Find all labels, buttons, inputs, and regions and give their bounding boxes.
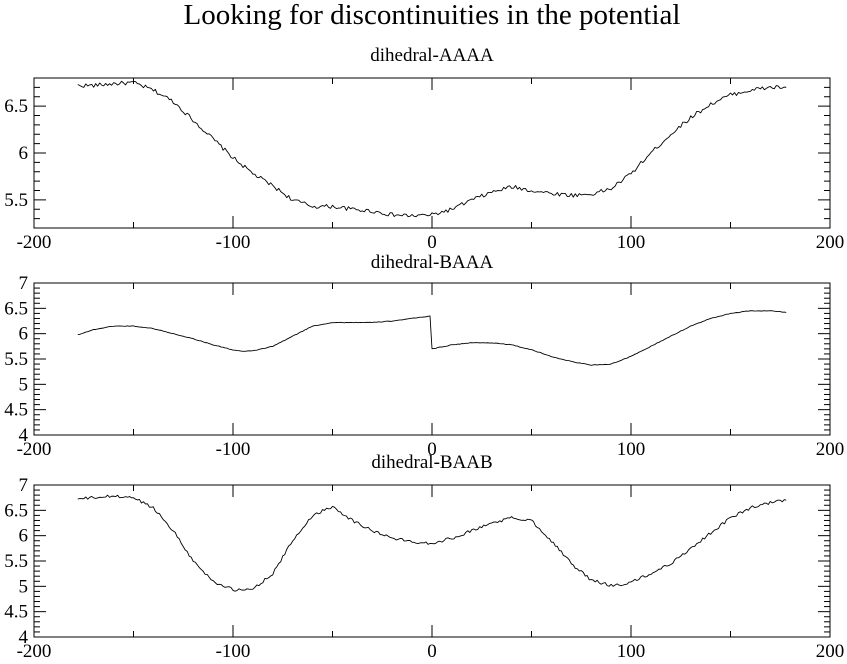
y-tick-label: 6 — [19, 324, 29, 345]
x-tick-label: -200 — [17, 439, 52, 460]
x-tick-label: -200 — [17, 232, 52, 253]
series-line — [77, 494, 787, 592]
x-tick-label: -200 — [17, 641, 52, 662]
y-tick-label: 6.5 — [4, 96, 28, 117]
x-tick-label: 100 — [617, 641, 646, 662]
x-tick-label: 0 — [427, 641, 437, 662]
chart-panel-3: dihedral-BAAB -200 -100 0 100 200 4 4.5 5 5.5 6 6.5… — [4, 452, 844, 662]
x-tick-label: -100 — [216, 232, 251, 253]
x-tick-label: 200 — [816, 439, 845, 460]
y-tick-label: 5 — [19, 576, 29, 597]
page-title: Looking for discontinuities in the poten… — [184, 0, 681, 31]
y-tick-label: 6.5 — [4, 298, 28, 319]
y-tick-label: 4.5 — [4, 602, 28, 623]
chart-title: dihedral-BAAB — [371, 452, 492, 473]
panels: dihedral-AAAA-200 -100 0 100 2005.566.5dihed… — [4, 45, 844, 662]
chart-title: dihedral-AAAA — [370, 45, 494, 66]
y-tick-label: 4 — [19, 425, 29, 446]
y-tick-label: 5.5 — [4, 551, 28, 572]
x-tick-label: 200 — [816, 641, 845, 662]
y-tick-label: 4 — [19, 627, 29, 648]
x-tick-label: 100 — [617, 232, 646, 253]
x-tick-label: -100 — [216, 641, 251, 662]
y-tick-label: 5 — [19, 374, 29, 395]
x-tick-label: 200 — [816, 232, 845, 253]
chart-panel-2: dihedral-BAAA -200 -100 0 100 200 4 4.5 5 5.5 6 6.5… — [4, 252, 844, 460]
y-tick-label: 7 — [19, 273, 29, 294]
y-tick-label: 6 — [19, 143, 29, 164]
series-line — [77, 80, 787, 218]
x-tick-label: 0 — [427, 439, 437, 460]
plot-frame — [33, 77, 831, 229]
y-tick-label: 5.5 — [4, 349, 28, 370]
y-tick-label: 4.5 — [4, 400, 28, 421]
series-line — [77, 310, 787, 366]
x-tick-label: 0 — [427, 232, 437, 253]
y-tick-label: 7 — [19, 475, 29, 496]
y-tick-label: 5.5 — [4, 190, 28, 211]
x-tick-label: -100 — [216, 439, 251, 460]
plot-frame — [33, 282, 831, 436]
y-tick-label: 6 — [19, 526, 29, 547]
chart-title: dihedral-BAAA — [371, 252, 494, 273]
chart-panel-1: dihedral-AAAA -200 -100 0 100 200 5.5 6 6.5 — [4, 45, 844, 253]
x-tick-label: 100 — [617, 439, 646, 460]
y-tick-label: 6.5 — [4, 500, 28, 521]
